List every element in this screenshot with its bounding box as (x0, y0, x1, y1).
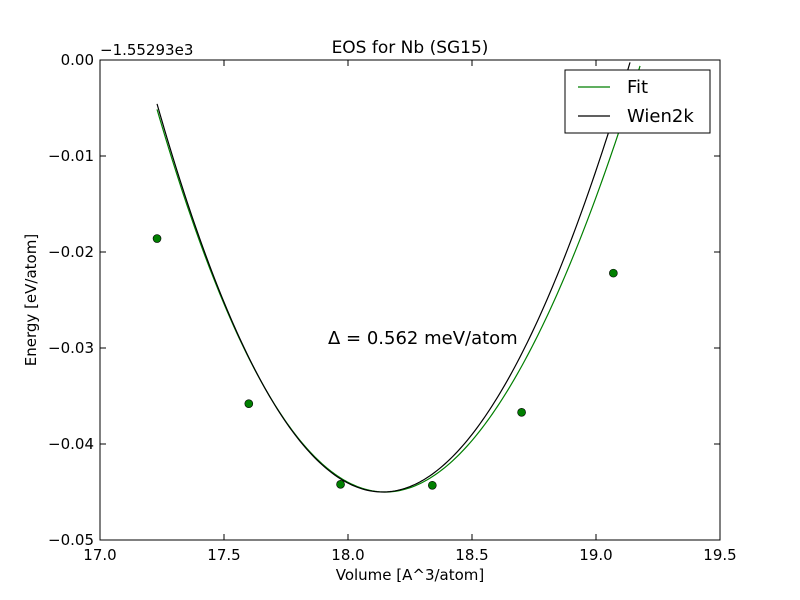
curve-layer (156, 62, 641, 493)
chart-title: EOS for Nb (SG15) (332, 38, 489, 58)
y-tick-label: 0.00 (61, 51, 94, 69)
x-tick-label: 17.0 (83, 546, 116, 564)
legend: Fit Wien2k (564, 69, 711, 134)
point-layer (152, 234, 618, 490)
delta-annotation: Δ = 0.562 meV/atom (328, 328, 518, 349)
y-axis-label: Energy [eV/atom] (22, 234, 40, 366)
x-axis-ticks: 17.0 17.5 18.0 18.5 19.0 19.5 (83, 60, 737, 564)
legend-box (564, 69, 711, 134)
legend-wien2k-label: Wien2k (627, 106, 694, 127)
data-point (244, 399, 254, 408)
data-point (152, 234, 162, 243)
y-tick-label: −0.05 (48, 531, 94, 549)
x-tick-label: 19.0 (579, 546, 612, 564)
series-line-wien2k (156, 62, 631, 493)
legend-fit-label: Fit (627, 77, 648, 98)
data-point (517, 408, 526, 417)
y-axis-ticks: 0.00 −0.01 −0.02 −0.03 −0.04 −0.05 (48, 51, 720, 549)
x-axis-label: Volume [A^3/atom] (336, 566, 485, 584)
x-tick-label: 19.5 (703, 546, 736, 564)
y-offset-label: −1.55293e3 (100, 41, 193, 59)
y-tick-label: −0.02 (48, 243, 94, 261)
plot-frame (99, 59, 721, 541)
data-point (609, 268, 618, 278)
x-tick-label: 18.0 (331, 546, 364, 564)
y-tick-label: −0.01 (48, 147, 94, 165)
x-tick-label: 18.5 (455, 546, 488, 564)
y-tick-label: −0.04 (48, 435, 94, 453)
data-point (336, 480, 345, 489)
x-tick-label: 17.5 (207, 546, 240, 564)
data-point (428, 480, 437, 490)
y-tick-label: −0.03 (48, 339, 94, 357)
